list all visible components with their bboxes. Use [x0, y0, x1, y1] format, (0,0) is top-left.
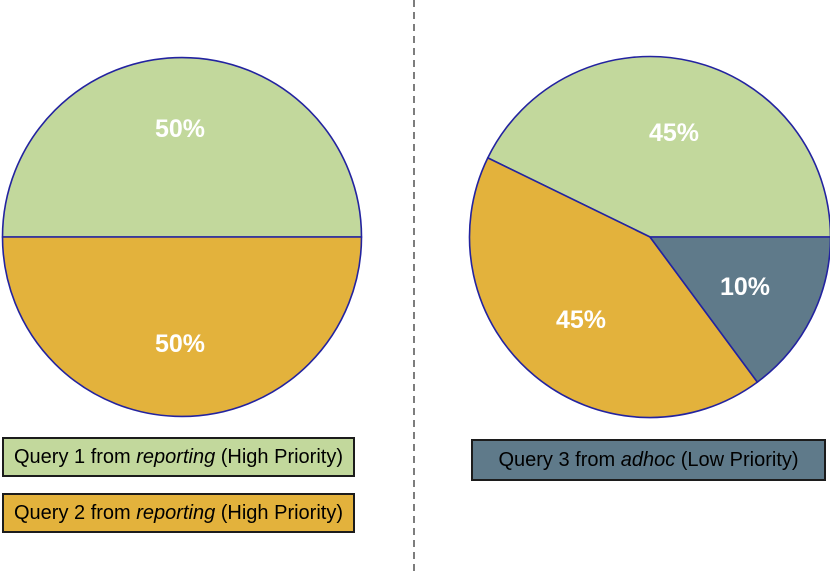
pie-slice-percent-label: 50% [155, 115, 205, 143]
legend-query-1-label: Query 1 from reporting (High Priority) [14, 446, 343, 469]
pie-slice-green [1, 56, 363, 238]
divider-dashed-line [413, 0, 415, 573]
pie-slice-green [486, 55, 830, 238]
pie-slice-percent-label: 45% [649, 119, 699, 147]
legend-query-2: Query 2 from reporting (High Priority) [2, 493, 355, 533]
pie-slice-orange [1, 236, 363, 418]
pie-slice-percent-label: 45% [556, 306, 606, 334]
legend-query-1: Query 1 from reporting (High Priority) [2, 437, 355, 477]
legend-text-suffix: (High Priority) [215, 445, 343, 468]
pie-chart-left: 50% 50% [1, 56, 363, 418]
legend-query-3-label: Query 3 from adhoc (Low Priority) [498, 449, 798, 472]
pie-slice-percent-label: 10% [720, 273, 770, 301]
legend-text-suffix: (Low Priority) [675, 448, 799, 471]
legend-text-italic: reporting [136, 445, 216, 468]
pie-slice-orange [468, 157, 759, 419]
legend-text-prefix: Query 2 from [14, 501, 137, 524]
pie-chart-right: 45% 45% 10% [468, 55, 830, 419]
legend-text-prefix: Query 1 from [14, 445, 137, 468]
legend-query-3: Query 3 from adhoc (Low Priority) [471, 439, 826, 481]
legend-query-2-label: Query 2 from reporting (High Priority) [14, 502, 343, 525]
legend-text-italic: reporting [136, 501, 216, 524]
legend-text-suffix: (High Priority) [215, 501, 343, 524]
pie-slice-percent-label: 50% [155, 330, 205, 358]
legend-text-prefix: Query 3 from [498, 448, 621, 471]
legend-text-italic: adhoc [620, 448, 676, 471]
